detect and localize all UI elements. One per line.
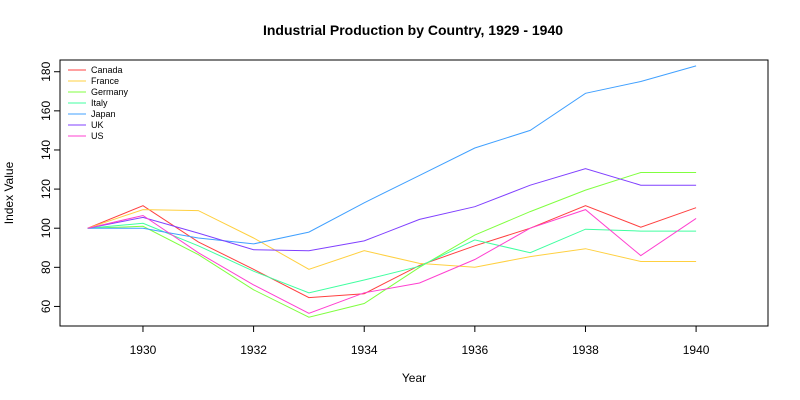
series-line-us xyxy=(87,209,697,314)
x-axis: 1930 1932 1934 1936 1938 1940 xyxy=(130,325,710,357)
series-line-italy xyxy=(87,222,697,294)
legend-label: US xyxy=(91,131,104,141)
series-line-uk xyxy=(87,168,697,252)
y-tick-label: 60 xyxy=(39,299,53,313)
legend-item-france: France xyxy=(68,76,119,86)
series-line-japan xyxy=(87,65,697,245)
chart-title: Industrial Production by Country, 1929 -… xyxy=(263,22,563,38)
x-tick-label: 1934 xyxy=(351,343,378,357)
y-axis-label: Index Value xyxy=(2,161,16,224)
legend-item-us: US xyxy=(68,131,104,141)
series-layer xyxy=(87,65,697,318)
plot-area-frame xyxy=(59,59,769,327)
legend-item-uk: UK xyxy=(68,120,104,130)
legend-label: Germany xyxy=(91,87,129,97)
x-tick-label: 1932 xyxy=(240,343,267,357)
y-tick-label: 160 xyxy=(39,101,53,121)
legend-label: UK xyxy=(91,120,104,130)
y-tick-label: 180 xyxy=(39,61,53,81)
y-axis: 60 80 100 120 140 160 180 xyxy=(39,61,61,313)
y-tick-label: 120 xyxy=(39,179,53,199)
legend-label: Italy xyxy=(91,98,108,108)
y-tick-label: 140 xyxy=(39,140,53,160)
series-line-germany xyxy=(87,172,697,318)
legend-label: France xyxy=(91,76,119,86)
series-line-canada xyxy=(87,205,697,299)
legend-item-japan: Japan xyxy=(68,109,116,119)
x-tick-label: 1936 xyxy=(461,343,488,357)
y-tick-label: 80 xyxy=(39,260,53,274)
x-axis-label: Year xyxy=(402,371,426,385)
series-line-france xyxy=(87,209,697,270)
y-tick-label: 100 xyxy=(39,218,53,238)
x-tick-label: 1940 xyxy=(683,343,710,357)
legend-label: Japan xyxy=(91,109,116,119)
x-tick-label: 1930 xyxy=(130,343,157,357)
legend-item-canada: Canada xyxy=(68,65,123,75)
x-tick-label: 1938 xyxy=(572,343,599,357)
legend-label: Canada xyxy=(91,65,123,75)
legend-item-italy: Italy xyxy=(68,98,108,108)
legend-item-germany: Germany xyxy=(68,87,129,97)
